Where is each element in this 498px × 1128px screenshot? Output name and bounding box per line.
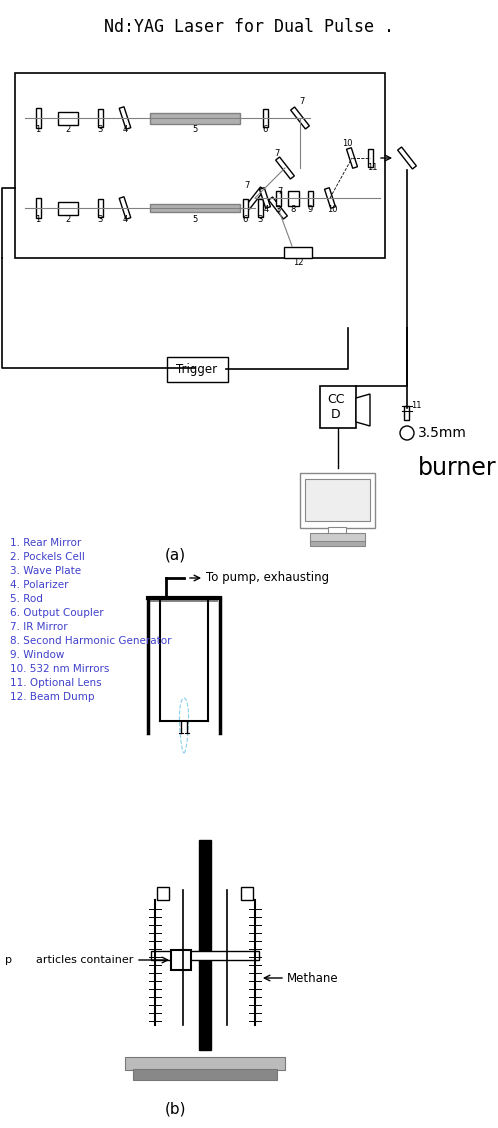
Text: 5. Rod: 5. Rod <box>10 594 43 603</box>
Bar <box>268 197 287 219</box>
Text: 9. Window: 9. Window <box>10 650 64 660</box>
Text: 3.5mm: 3.5mm <box>418 426 467 440</box>
Bar <box>119 196 131 219</box>
Bar <box>287 191 298 205</box>
Text: 1: 1 <box>35 215 41 224</box>
Text: 10: 10 <box>327 205 337 214</box>
Text: 2. Pockels Cell: 2. Pockels Cell <box>10 552 85 562</box>
Text: 9: 9 <box>307 205 313 214</box>
Bar <box>171 950 191 970</box>
Bar <box>15 73 385 258</box>
Text: 1: 1 <box>35 125 41 134</box>
Bar <box>150 113 240 123</box>
Text: 10: 10 <box>342 139 352 148</box>
Bar <box>404 406 409 420</box>
FancyBboxPatch shape <box>166 356 228 381</box>
Bar <box>150 204 240 212</box>
Bar <box>307 191 313 205</box>
Polygon shape <box>356 394 370 426</box>
Bar <box>35 199 40 218</box>
Bar <box>368 149 373 167</box>
Bar <box>259 187 270 209</box>
Bar <box>262 109 267 127</box>
Bar <box>310 541 365 546</box>
Bar <box>58 112 78 124</box>
Text: (a): (a) <box>164 547 186 562</box>
Bar <box>98 199 103 217</box>
Text: 12: 12 <box>293 258 303 267</box>
Bar <box>310 534 365 541</box>
Bar <box>98 109 103 127</box>
Text: 7: 7 <box>299 97 305 106</box>
Text: 3: 3 <box>275 205 281 214</box>
Text: p: p <box>5 955 12 964</box>
Bar <box>35 108 40 127</box>
Bar <box>125 1057 285 1070</box>
Bar <box>275 157 294 179</box>
Bar <box>151 951 259 960</box>
Bar <box>325 187 336 209</box>
Text: 11: 11 <box>411 400 421 409</box>
Text: 8. Second Harmonic Generator: 8. Second Harmonic Generator <box>10 636 171 646</box>
Bar <box>58 202 78 214</box>
Text: (b): (b) <box>164 1101 186 1116</box>
Text: 3: 3 <box>97 125 103 134</box>
Text: Trigger: Trigger <box>176 362 218 376</box>
Text: 3: 3 <box>257 215 262 224</box>
Bar <box>305 479 370 521</box>
Bar <box>133 1069 277 1079</box>
Text: 6: 6 <box>262 125 268 134</box>
Text: To pump, exhausting: To pump, exhausting <box>206 572 329 584</box>
Text: 11. Optional Lens: 11. Optional Lens <box>10 678 102 688</box>
Bar <box>157 887 169 900</box>
Text: 10. 532 nm Mirrors: 10. 532 nm Mirrors <box>10 664 110 675</box>
Text: Nd:YAG Laser for Dual Pulse .: Nd:YAG Laser for Dual Pulse . <box>104 18 394 36</box>
Text: 7: 7 <box>277 187 283 196</box>
Bar <box>291 107 309 129</box>
Text: 8: 8 <box>290 205 296 214</box>
Text: 5: 5 <box>192 125 198 134</box>
Circle shape <box>400 426 414 440</box>
Text: 5: 5 <box>192 215 198 224</box>
Text: 7: 7 <box>245 180 249 190</box>
Text: 2: 2 <box>65 125 71 134</box>
Text: 7: 7 <box>274 149 280 158</box>
Text: articles container: articles container <box>36 955 133 964</box>
Bar <box>284 247 312 257</box>
Text: 4: 4 <box>123 215 127 224</box>
Text: 2: 2 <box>65 215 71 224</box>
Bar <box>397 147 416 169</box>
Bar <box>328 527 346 534</box>
Bar <box>320 386 356 428</box>
Bar <box>119 107 131 130</box>
Text: 3: 3 <box>97 215 103 224</box>
Text: 1. Rear Mirror: 1. Rear Mirror <box>10 538 81 548</box>
Text: Methane: Methane <box>287 971 339 985</box>
Bar <box>199 840 211 1050</box>
Text: 7. IR Mirror: 7. IR Mirror <box>10 622 68 632</box>
Bar <box>241 887 253 900</box>
Text: 6. Output Coupler: 6. Output Coupler <box>10 608 104 618</box>
Text: 11: 11 <box>367 164 377 171</box>
Bar <box>257 199 262 217</box>
Bar <box>243 199 248 217</box>
Text: 3. Wave Plate: 3. Wave Plate <box>10 566 81 576</box>
Text: 12. Beam Dump: 12. Beam Dump <box>10 691 95 702</box>
Bar <box>347 148 358 168</box>
Bar <box>275 191 280 205</box>
Bar <box>150 597 218 602</box>
Text: CC
D: CC D <box>327 393 345 421</box>
Bar <box>246 187 264 209</box>
Text: 4. Polarizer: 4. Polarizer <box>10 580 69 590</box>
Bar <box>300 473 375 528</box>
Text: 6: 6 <box>243 215 248 224</box>
Text: 4: 4 <box>263 205 268 214</box>
Text: 4: 4 <box>123 125 127 134</box>
Text: burner: burner <box>418 456 497 481</box>
